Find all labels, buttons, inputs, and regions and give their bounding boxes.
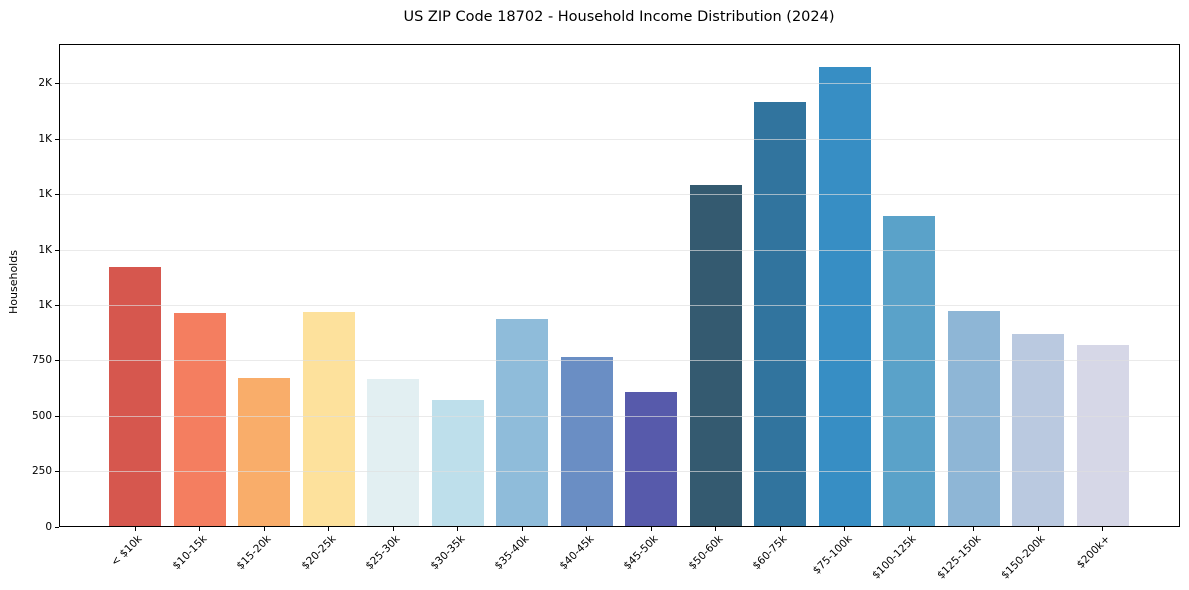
x-tick-mark (457, 527, 459, 531)
bar (173, 313, 226, 527)
x-tick-mark (973, 527, 975, 531)
gridline (58, 304, 1180, 306)
y-tick-label: 0 (45, 520, 52, 533)
bar (625, 391, 678, 527)
x-tick-mark (1102, 527, 1104, 531)
spine-top (58, 44, 1180, 45)
x-tick-mark (392, 527, 394, 531)
x-tick-label: < $10k (108, 533, 145, 569)
y-tick-mark (55, 83, 59, 85)
bar (754, 101, 807, 527)
bar (431, 399, 484, 527)
y-tick-mark (55, 526, 59, 528)
x-tick-mark (521, 527, 523, 531)
x-tick-mark (134, 527, 136, 531)
x-tick-mark (586, 527, 588, 531)
bar (883, 215, 936, 527)
bar (818, 67, 871, 527)
y-tick-mark (55, 138, 59, 140)
gridline (58, 194, 1180, 196)
bar (689, 184, 742, 527)
x-tick-mark (1037, 527, 1039, 531)
gridline (58, 360, 1180, 362)
plot-area (58, 44, 1180, 527)
y-tick-mark (55, 360, 59, 362)
spine-bottom (58, 526, 1180, 527)
y-tick-label: 2K (38, 77, 52, 90)
bar (302, 312, 355, 527)
x-tick-mark (715, 527, 717, 531)
gridline (58, 138, 1180, 140)
bar (1012, 334, 1065, 527)
chart-title: US ZIP Code 18702 - Household Income Dis… (403, 9, 835, 25)
gridline (58, 83, 1180, 85)
x-tick-mark (199, 527, 201, 531)
x-tick-mark (908, 527, 910, 531)
y-tick-label: 250 (31, 465, 52, 478)
y-tick-label: 750 (31, 354, 52, 367)
y-tick-mark (55, 471, 59, 473)
bar (947, 310, 1000, 527)
x-tick-mark (844, 527, 846, 531)
y-tick-mark (55, 304, 59, 306)
bar (496, 319, 549, 527)
y-tick-mark (55, 249, 59, 251)
bar (1076, 345, 1129, 527)
y-tick-mark (55, 194, 59, 196)
x-tick-mark (328, 527, 330, 531)
bar (560, 356, 613, 527)
y-tick-label: 500 (31, 409, 52, 422)
gridline (58, 471, 1180, 473)
x-tick-mark (650, 527, 652, 531)
bar (109, 266, 161, 527)
y-tick-label: 1K (38, 243, 52, 256)
gridline (58, 249, 1180, 251)
bar (238, 377, 291, 527)
y-axis-spine (58, 44, 60, 527)
gridline (58, 415, 1180, 417)
x-tick-mark (263, 527, 265, 531)
y-tick-label: 1K (38, 298, 52, 311)
y-tick-label: 1K (38, 132, 52, 145)
y-tick-mark (55, 415, 59, 417)
bar (367, 379, 420, 527)
x-tick-mark (779, 527, 781, 531)
spine-right (1179, 44, 1180, 527)
y-tick-label: 1K (38, 188, 52, 201)
